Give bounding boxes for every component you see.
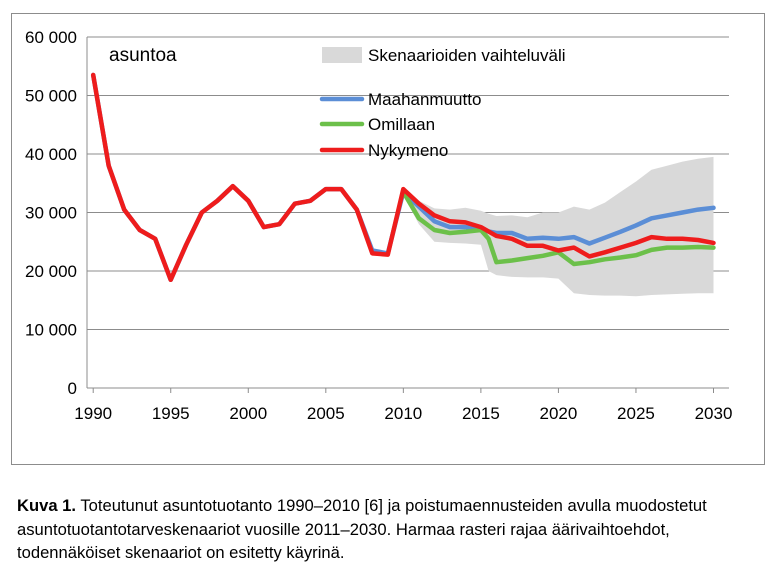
caption-label: Kuva 1. [17,496,77,515]
figure-caption: Kuva 1. Toteutunut asuntotuotanto 1990–2… [17,494,767,565]
x-tick-label: 2000 [229,404,267,423]
legend-label-omillaan: Omillaan [368,115,435,134]
y-tick-labels: 0 10 000 20 000 30 000 40 000 50 000 60 000 [25,28,77,398]
x-tick-label: 2005 [307,404,345,423]
legend: Skenaarioiden vaihteluväli Maahanmuutto Om… [319,46,566,160]
y-unit-annotation: asuntoa [109,45,177,66]
axes [86,37,729,393]
series-layer [90,72,716,283]
y-tick-label: 60 000 [25,28,77,47]
y-tick-label: 0 [68,379,77,398]
legend-swatch-band [322,47,362,63]
legend-label-maahanmuutto: Maahanmuutto [368,90,481,109]
y-tick-label: 20 000 [25,262,77,281]
x-tick-label: 2015 [462,404,500,423]
scenario-band-layer [403,156,714,297]
y-tick-label: 40 000 [25,145,77,164]
x-tick-label: 1990 [74,404,112,423]
x-tick-label: 2010 [384,404,422,423]
caption-text: Toteutunut asuntotuotanto 1990–2010 [6] … [17,496,707,562]
series-line-nykymeno [90,72,716,283]
x-tick-label: 1995 [152,404,190,423]
scenario-range-band [403,156,714,297]
chart-frame [11,13,765,465]
y-tick-label: 50 000 [25,87,77,106]
legend-label-band: Skenaarioiden vaihteluväli [368,46,566,65]
x-tick-label: 2020 [540,404,578,423]
y-tick-label: 30 000 [25,204,77,223]
legend-label-nykymeno: Nykymeno [368,141,448,160]
x-tick-label: 2030 [695,404,733,423]
series-line-omillaan [401,189,716,267]
line-chart: 0 10 000 20 000 30 000 40 000 50 000 60 000 19… [25,28,732,423]
y-tick-label: 10 000 [25,321,77,340]
x-tick-label: 2025 [617,404,655,423]
x-tick-labels: 1990 1995 2000 2005 2010 2015 2020 2025 2030 [74,404,732,423]
